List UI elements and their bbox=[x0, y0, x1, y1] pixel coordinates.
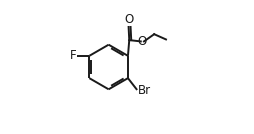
Text: O: O bbox=[125, 13, 134, 26]
Text: F: F bbox=[70, 49, 77, 62]
Text: O: O bbox=[138, 35, 147, 48]
Text: Br: Br bbox=[138, 84, 151, 97]
